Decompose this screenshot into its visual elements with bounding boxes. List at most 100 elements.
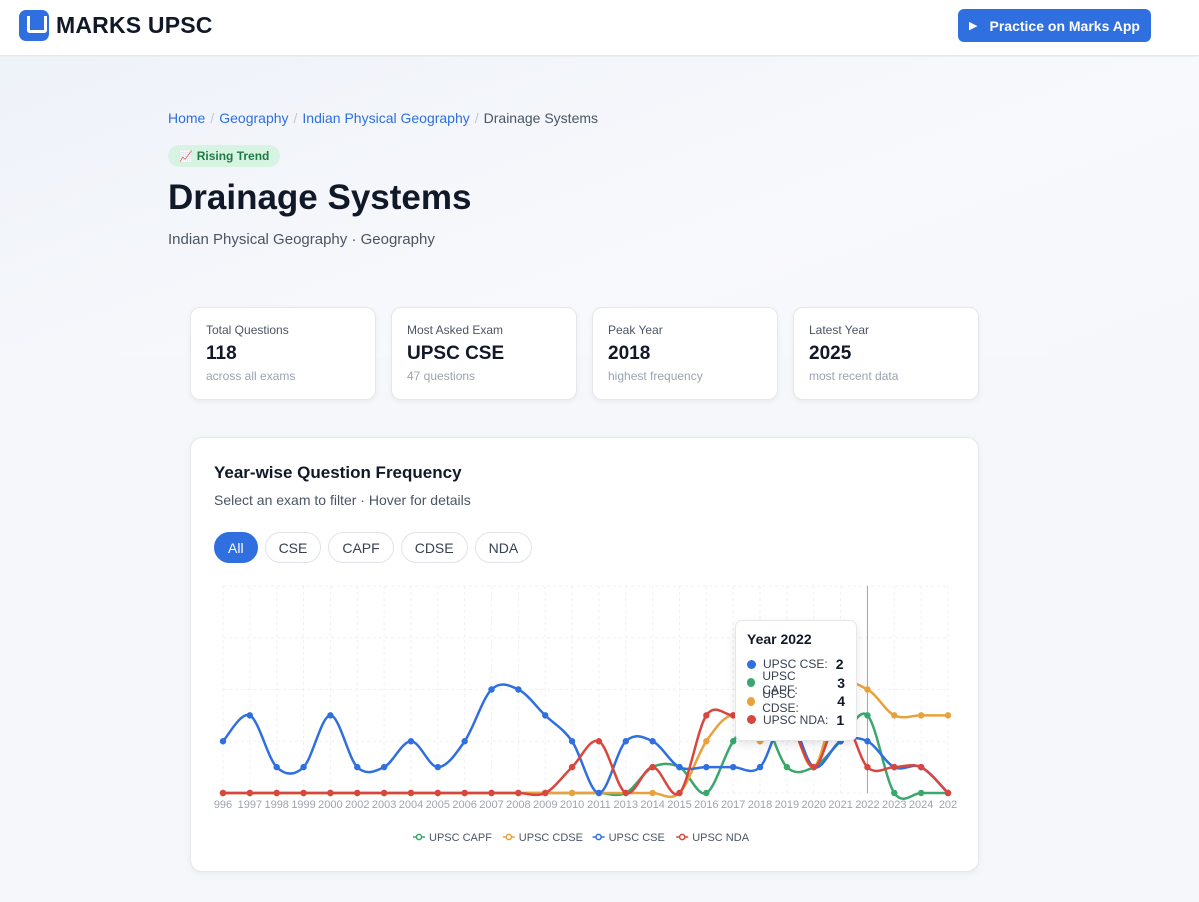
x-tick-label: 2003 (372, 799, 396, 811)
data-point-upsc-cse (729, 763, 737, 771)
data-point-upsc-nda (568, 763, 576, 771)
data-point-upsc-nda (300, 789, 307, 797)
data-point-upsc-cse (407, 738, 415, 745)
data-point-upsc-nda (944, 789, 952, 797)
top-navbar: MARKS UPSC ▶ Practice on Marks App (0, 0, 1199, 56)
data-point-upsc-capf (729, 738, 737, 745)
filter-cse[interactable]: CSE (264, 532, 322, 563)
breadcrumb-current: Drainage Systems (483, 110, 599, 126)
x-tick-label: 2022 (855, 799, 879, 811)
data-point-upsc-cdse (944, 712, 952, 719)
practice-app-button[interactable]: ▶ Practice on Marks App (958, 9, 1151, 42)
stat-note: most recent data (809, 369, 899, 383)
line-chart[interactable]: 996 1997 1998 1999 2000 2002 2003 2004 2005 2006 2… (191, 438, 978, 871)
x-tick-label: 2005 (426, 799, 450, 811)
data-point-upsc-cse (354, 763, 361, 771)
data-point-upsc-cdse (917, 712, 925, 719)
x-tick-label: 2019 (775, 799, 799, 811)
legend-marker-upsc-cdse (505, 833, 513, 841)
series-dot-icon (747, 696, 756, 706)
data-point-upsc-capf (864, 712, 871, 719)
practice-app-label: Practice on Marks App (989, 17, 1140, 34)
data-point-upsc-cse (676, 763, 683, 771)
breadcrumb-geography[interactable]: Geography (219, 110, 289, 126)
tooltip-label: UPSC CDSE: (762, 687, 799, 716)
tooltip-value: 2 (835, 656, 844, 673)
legend-marker-upsc-cse (595, 833, 602, 841)
x-tick-label: 2021 (828, 799, 852, 811)
data-point-upsc-cse (434, 763, 442, 771)
tooltip-row-cse: UPSC CSE: 2 (747, 655, 845, 674)
x-tick-label: 1997 (238, 799, 262, 811)
data-point-upsc-nda (354, 789, 361, 797)
filter-all[interactable]: All (214, 532, 258, 563)
stat-card-latest-year: Latest Year 2025 most recent data (793, 307, 979, 400)
x-tick-label: 2018 (748, 799, 772, 811)
x-tick-label: 2013 (614, 799, 638, 811)
data-point-upsc-cse (649, 738, 656, 745)
data-point-upsc-nda (461, 789, 468, 797)
filter-capf[interactable]: CAPF (328, 532, 394, 563)
data-point-upsc-cse (864, 738, 871, 745)
data-point-upsc-cdse (864, 686, 871, 693)
stat-note: across all exams (206, 369, 296, 383)
legend-marker-upsc-nda (678, 833, 686, 841)
breadcrumb-separator: / (210, 110, 215, 126)
x-tick-label: 2008 (506, 799, 530, 811)
x-tick-label: 2000 (318, 799, 342, 811)
data-point-upsc-cse (380, 763, 388, 771)
data-point-upsc-cse (595, 789, 603, 797)
data-point-upsc-nda (703, 712, 710, 719)
x-tick-label: 2007 (479, 799, 503, 811)
data-point-upsc-capf (917, 789, 925, 797)
series-line-upsc-cse (222, 683, 949, 795)
data-point-upsc-nda (622, 789, 629, 797)
x-tick-label: 2017 (721, 799, 745, 811)
tooltip-label: UPSC CSE: (763, 657, 828, 672)
data-point-upsc-nda (515, 789, 522, 797)
chart-increasing-icon: 📈 (179, 150, 193, 163)
x-tick-label: 2004 (399, 799, 423, 811)
data-point-upsc-nda (434, 789, 442, 797)
trend-badge-label: Rising Trend (196, 149, 270, 163)
x-tick-label: 2002 (345, 799, 369, 811)
data-point-upsc-nda (380, 789, 388, 797)
data-point-upsc-cse (622, 738, 629, 745)
filter-nda[interactable]: NDA (474, 532, 533, 563)
stat-value: UPSC CSE (407, 343, 505, 364)
data-point-upsc-nda (407, 789, 415, 797)
data-point-upsc-nda (729, 712, 737, 719)
logo-text: MARKS UPSC (56, 12, 213, 38)
data-point-upsc-nda (273, 789, 280, 797)
brand-logo[interactable]: MARKS UPSC (19, 10, 213, 41)
tooltip-label: UPSC NDA: (763, 712, 829, 727)
legend-label-upsc-nda: UPSC NDA (692, 832, 750, 844)
data-point-upsc-nda (649, 763, 656, 771)
breadcrumb-home[interactable]: Home (168, 110, 206, 126)
x-tick-label: 2020 (801, 799, 825, 811)
tooltip-value: 1 (836, 711, 845, 728)
data-point-upsc-cse (542, 712, 549, 719)
legend-label-upsc-capf: UPSC CAPF (429, 832, 492, 844)
exam-filter-group: All CSE CAPF CDSE NDA (214, 532, 539, 563)
stat-value: 118 (206, 343, 237, 364)
tooltip-label: UPSC CAPF: (762, 668, 798, 697)
data-point-upsc-nda (864, 763, 871, 771)
logo-icon (19, 10, 49, 41)
data-point-upsc-cdse (568, 789, 576, 797)
breadcrumb-indian-physical-geography[interactable]: Indian Physical Geography (302, 110, 470, 126)
x-tick-label: 2024 (909, 799, 933, 811)
stat-label: Latest Year (809, 323, 870, 337)
data-point-upsc-nda (219, 789, 227, 797)
breadcrumb: Home / Geography / Indian Physical Geography… (168, 110, 598, 126)
data-point-upsc-nda (595, 738, 603, 745)
data-point-upsc-nda (676, 789, 683, 797)
data-point-upsc-capf (891, 789, 898, 797)
data-point-upsc-cse (461, 738, 468, 745)
filter-cdse[interactable]: CDSE (400, 532, 468, 563)
stat-note: highest frequency (608, 369, 703, 383)
data-point-upsc-cse (300, 763, 307, 771)
stat-card-total-questions: Total Questions 118 across all exams (190, 307, 376, 400)
tooltip-value: 4 (837, 693, 845, 710)
data-point-upsc-nda (810, 763, 817, 771)
